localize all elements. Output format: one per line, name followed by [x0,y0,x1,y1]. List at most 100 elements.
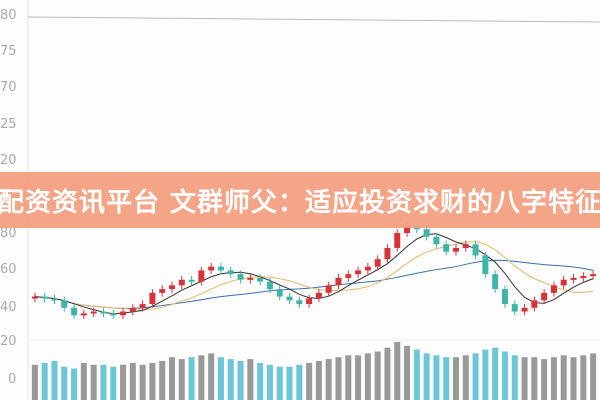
volume-bar [31,364,38,400]
volume-bar [315,361,322,400]
volume-tick-label: 0 [8,372,17,387]
volume-bar [335,357,342,400]
price-tick-label: 60 [0,262,17,277]
candle-body [227,270,234,275]
volume-bar [178,359,185,400]
candle-body [482,255,489,275]
candle-body [31,296,38,299]
candle-body [139,304,146,308]
volume-bar [237,361,244,400]
ma20-line [34,259,594,309]
volume-bar [531,357,538,400]
volume-bar [217,357,224,400]
candle-body [61,300,68,308]
volume-bar [325,359,332,400]
candle-body [276,289,283,297]
candle-body [51,298,58,301]
volume-bar [120,364,127,400]
candle-body [335,277,342,286]
volume-bar [227,359,234,400]
candle-body [404,225,411,233]
candle-body [355,270,362,275]
candle-body [257,277,264,282]
candle-body [345,274,352,278]
upper-tick-label: 75 [0,44,17,59]
candle-body [521,307,528,312]
volume-tick-label: 20 [0,334,17,349]
candle-body [462,244,469,248]
volume-bar [433,355,440,400]
upper-tick-label: 20 [0,153,17,168]
volume-bar [501,351,508,400]
candle-body [169,285,175,290]
volume-bar [257,362,264,400]
volume-bar [462,355,469,400]
volume-bar [286,366,293,400]
volume-bar [90,364,97,400]
volume-bar [374,351,381,400]
candle-body [315,292,322,299]
ma10-line [34,241,594,311]
volume-bar [306,362,313,400]
volume-bar [198,355,205,400]
volume-bar [129,362,136,400]
candle-body [266,281,273,290]
volume-bar [80,362,87,400]
candle-body [198,270,205,282]
volume-bar [296,364,303,400]
volume-bar [355,355,362,400]
candle-body [590,274,597,277]
volume-bar [590,353,597,400]
candle-body [384,247,391,260]
candle-body [325,285,332,293]
volume-bar [71,368,78,400]
volume-bar [443,357,450,400]
volume-bar [384,347,391,400]
volume-bar [541,359,548,400]
candle-body [188,279,195,282]
volume-bar [423,353,430,400]
candle-body [149,292,156,305]
volume-bar [364,353,371,400]
candle-body [178,279,185,286]
candle-body [394,233,401,248]
volume-bar [159,361,166,400]
upper-tick-label: 25 [0,117,17,132]
candle-body [570,277,577,280]
volume-bar [266,364,273,400]
volume-bar [345,355,352,400]
volume-bar [413,349,420,400]
volume-bar [100,364,107,400]
candle-body [159,289,166,293]
volume-bar [276,366,283,400]
candle-body [541,292,548,301]
volume-bar [521,357,528,400]
candle-body [550,285,557,293]
candle-body [296,300,303,305]
candle-body [472,244,479,256]
candle-body [531,300,538,308]
volume-bar [492,347,499,400]
volume-bar [208,353,215,400]
upper-tick-label: 80 [0,8,17,23]
candle-body [247,277,254,280]
candle-body [501,289,508,305]
candle-body [453,247,459,252]
price-tick-label: 80 [0,226,17,241]
ma5-line [34,233,594,315]
volume-bar [472,353,479,400]
volume-bar [570,357,577,400]
volume-bar [51,361,58,400]
candle-body [443,244,450,252]
volume-bar [453,357,459,400]
candle-body [129,307,136,312]
candle-body [237,274,244,280]
candle-body [71,307,78,316]
volume-bar [560,355,567,400]
volume-bar [169,357,175,400]
candle-body [286,296,293,301]
volume-bar [511,355,518,400]
volume-bar [482,349,489,400]
